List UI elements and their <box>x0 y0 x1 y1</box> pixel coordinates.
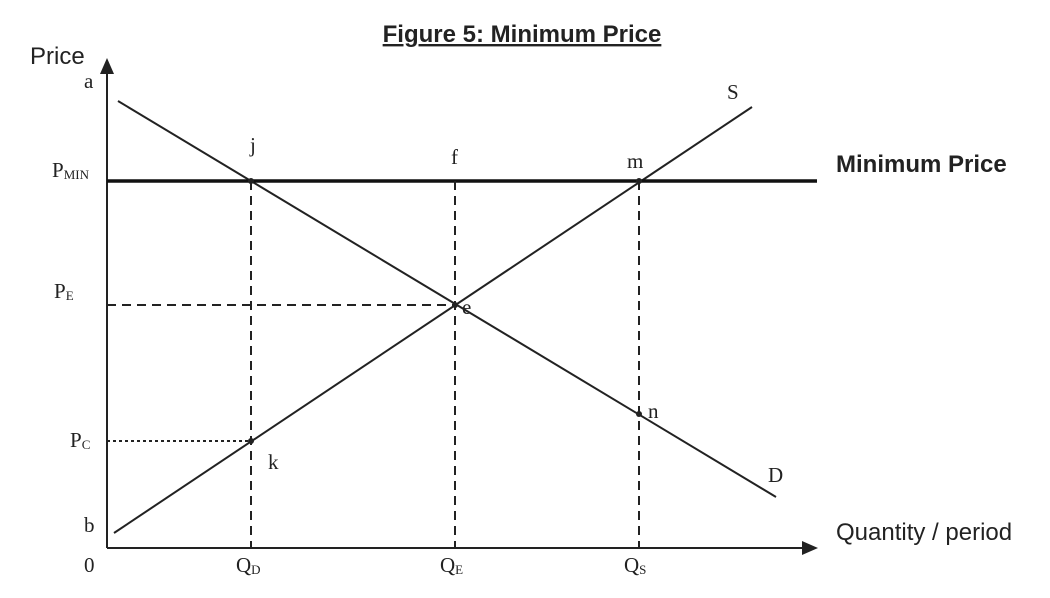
quantity-label-q-e: QE <box>440 553 463 577</box>
demand-curve-label: D <box>768 463 783 487</box>
origin-label: 0 <box>84 553 95 577</box>
y-axis-title: Price <box>30 43 85 70</box>
price-label-b: b <box>84 513 95 537</box>
price-label-p-e: PE <box>54 279 74 303</box>
point-m-marker <box>636 178 642 184</box>
point-label-j: j <box>249 133 256 157</box>
point-label-n: n <box>648 399 659 423</box>
quantity-label-q-s: QS <box>624 553 646 577</box>
point-label-e: e <box>462 295 471 319</box>
demand-curve <box>117 100 777 498</box>
point-k-marker <box>248 438 254 444</box>
price-label-p-c: PC <box>70 428 90 452</box>
quantity-label-q-d: QD <box>236 553 261 577</box>
supply-curve <box>113 106 753 534</box>
point-n-marker <box>636 411 642 417</box>
point-e-marker <box>452 302 458 308</box>
point-label-m: m <box>627 149 643 173</box>
figure-title: Figure 5: Minimum Price <box>383 21 662 48</box>
x-axis-title: Quantity / period <box>836 519 1012 546</box>
price-label-a: a <box>84 69 94 93</box>
supply-curve-label: S <box>727 80 739 104</box>
x-axis-arrowhead <box>802 541 818 555</box>
y-axis-arrowhead <box>100 58 114 74</box>
price-label-p-min: PMIN <box>52 158 90 182</box>
minimum-price-label: Minimum Price <box>836 151 1007 178</box>
point-label-f: f <box>451 145 458 169</box>
point-label-k: k <box>268 450 279 474</box>
point-j-marker <box>248 178 254 184</box>
